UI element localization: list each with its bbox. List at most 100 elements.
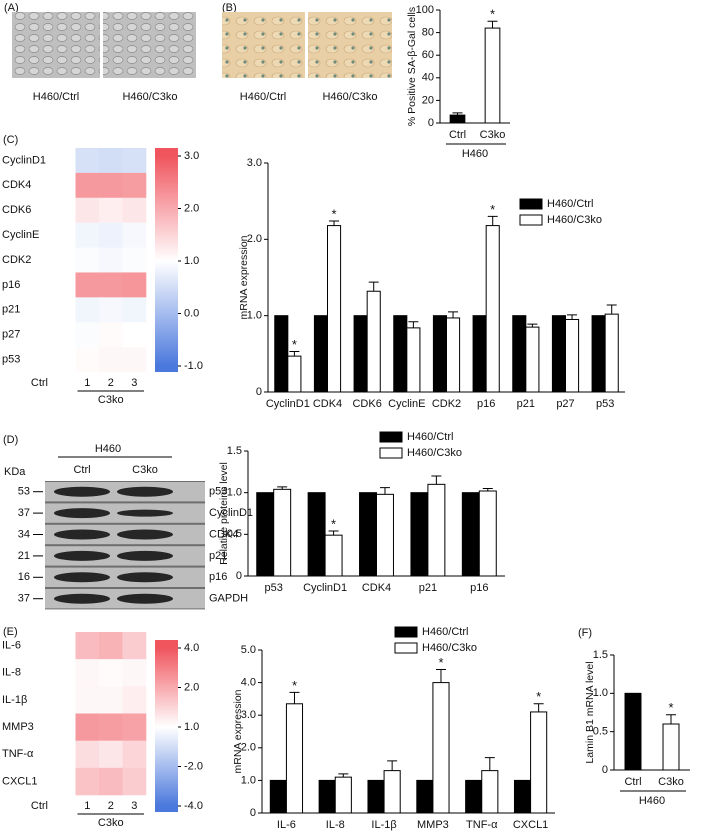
bar bbox=[604, 313, 619, 393]
bar bbox=[485, 225, 500, 393]
bar bbox=[481, 770, 499, 814]
row-label: IL-6 bbox=[2, 639, 21, 651]
bar bbox=[376, 493, 394, 577]
error-bar bbox=[431, 475, 442, 485]
x-tick-label: CyclinE bbox=[388, 398, 425, 410]
heatmap-cell bbox=[75, 740, 100, 769]
y-tick-label: 1.0 bbox=[247, 310, 262, 322]
x-tick-label: p27 bbox=[556, 398, 574, 410]
y-tick-label: 1.0 bbox=[241, 774, 256, 786]
heatmap-cell bbox=[52, 686, 76, 714]
error-bar bbox=[482, 488, 493, 491]
bar bbox=[269, 779, 287, 814]
y-tick-label: 0 bbox=[250, 807, 256, 819]
heatmap-cell bbox=[75, 297, 100, 323]
bar bbox=[478, 490, 497, 577]
panel-label: (F) bbox=[578, 627, 592, 639]
row-label: CyclinD1 bbox=[2, 154, 46, 166]
bar bbox=[512, 315, 527, 393]
bar bbox=[416, 779, 434, 814]
legend-swatch bbox=[379, 447, 403, 459]
heatmap-cell bbox=[122, 740, 147, 769]
y-tick-label: 1.0 bbox=[227, 487, 242, 499]
heatmap-cell bbox=[52, 740, 76, 769]
y-tick-label: 0 bbox=[256, 386, 262, 398]
column-label: 3 bbox=[131, 800, 137, 812]
row-label: CDK6 bbox=[2, 204, 31, 216]
heatmap-cell bbox=[75, 197, 100, 223]
error-bar bbox=[606, 304, 617, 315]
x-tick-label: C3ko bbox=[480, 129, 506, 141]
bar bbox=[427, 483, 446, 577]
heatmap-cell bbox=[52, 172, 76, 199]
heatmap-cell bbox=[52, 347, 76, 373]
significance-mark: * bbox=[536, 689, 541, 704]
legend-label: H460/Ctrl bbox=[422, 626, 468, 638]
error-bar bbox=[379, 487, 390, 495]
row-label: p53 bbox=[2, 353, 20, 365]
y-tick-label: 80 bbox=[422, 27, 434, 39]
heatmap-cell bbox=[99, 632, 123, 660]
heatmap-cell bbox=[52, 632, 76, 660]
bar bbox=[285, 703, 304, 814]
column-group-label: C3ko bbox=[98, 394, 124, 406]
bar bbox=[393, 315, 408, 393]
y-tick-label: 2.0 bbox=[241, 742, 256, 754]
y-tick-label: 20 bbox=[422, 94, 434, 106]
legend-label: H460/Ctrl bbox=[407, 431, 453, 443]
y-tick-label: 5.0 bbox=[241, 644, 256, 656]
error-bar bbox=[567, 314, 578, 320]
x-tick-label: p53 bbox=[265, 582, 283, 594]
bar bbox=[530, 711, 548, 814]
heatmap-cell bbox=[99, 272, 123, 298]
colorbar-tick-label: 4.0 bbox=[184, 642, 199, 654]
y-tick-label: 60 bbox=[422, 49, 434, 61]
x-tick-label: TNF-α bbox=[466, 819, 498, 831]
heatmap-cell bbox=[75, 247, 100, 273]
colorbar-tick-label: 2.0 bbox=[184, 202, 199, 214]
y-tick-label: 0.5 bbox=[227, 528, 242, 540]
heatmap-cell bbox=[99, 222, 123, 248]
row-label: p16 bbox=[2, 279, 20, 291]
significance-mark: * bbox=[490, 7, 495, 22]
heatmap-cell bbox=[75, 686, 100, 714]
heatmap-cell bbox=[122, 322, 147, 348]
band bbox=[117, 509, 173, 517]
bar bbox=[565, 318, 580, 393]
panel-label: (E) bbox=[3, 626, 18, 638]
heatmap-cell bbox=[75, 767, 100, 796]
legend-swatch bbox=[394, 642, 418, 654]
heatmap-cell bbox=[122, 172, 147, 199]
panel-label: (C) bbox=[3, 134, 18, 146]
y-tick-label: 0 bbox=[236, 570, 242, 582]
x-tick-label: IL-8 bbox=[326, 819, 345, 831]
row-label: IL-1β bbox=[2, 694, 27, 706]
bar bbox=[367, 779, 385, 814]
bar bbox=[274, 315, 289, 393]
heatmap-cell bbox=[75, 659, 100, 687]
legend-label: H460/C3ko bbox=[422, 642, 477, 654]
heatmap-cell bbox=[99, 713, 123, 741]
significance-mark: * bbox=[668, 700, 673, 715]
panel-label: (D) bbox=[3, 434, 18, 446]
heatmap-cell bbox=[52, 713, 76, 741]
y-axis-label: Relative proteins level bbox=[218, 462, 230, 565]
band bbox=[117, 529, 173, 540]
y-axis-label: % Positive SA-β-Gal cells bbox=[406, 7, 418, 126]
group-label: H460 bbox=[462, 148, 488, 160]
y-tick-label: 0.5 bbox=[593, 726, 608, 738]
bar bbox=[256, 492, 275, 577]
bar bbox=[472, 315, 487, 393]
error-bar bbox=[452, 112, 463, 116]
bar bbox=[551, 315, 566, 393]
error-bar bbox=[368, 281, 379, 292]
x-tick-label: p53 bbox=[596, 398, 614, 410]
band bbox=[54, 550, 110, 561]
blot-column: Ctrl bbox=[73, 464, 90, 476]
heatmap-cell bbox=[122, 222, 147, 248]
image-label: H460/C3ko bbox=[122, 91, 177, 103]
x-tick-label: IL-1β bbox=[371, 819, 396, 831]
heatmap-cell bbox=[99, 686, 123, 714]
heatmap-cell bbox=[122, 767, 147, 796]
